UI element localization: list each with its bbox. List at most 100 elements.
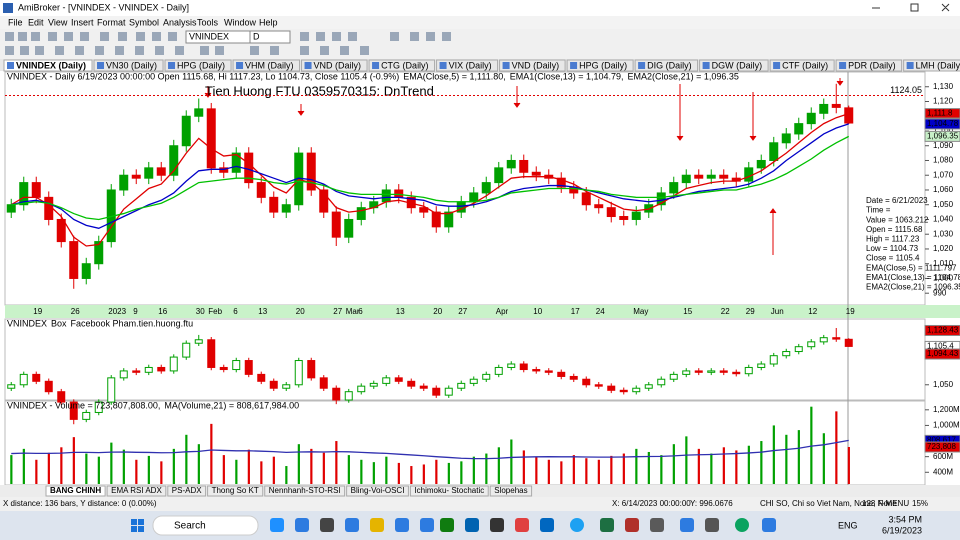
tab[interactable]	[903, 59, 960, 72]
candle-body	[44, 380, 53, 393]
menu-item[interactable]: Window	[224, 17, 257, 27]
tab[interactable]	[699, 59, 769, 72]
panel-header: Box	[51, 318, 67, 328]
tab[interactable]	[835, 59, 903, 72]
tab[interactable]	[368, 59, 436, 72]
sheet-label[interactable]: Slopehas	[494, 486, 527, 495]
candle-body	[694, 370, 703, 373]
menu-item[interactable]: Analysis	[163, 17, 197, 27]
tab-label[interactable]: PDR (Daily)	[848, 60, 896, 70]
tab-icon	[372, 62, 380, 69]
menu-item[interactable]: Edit	[28, 17, 44, 27]
sheet-tab[interactable]	[264, 485, 346, 497]
start-button[interactable]	[131, 519, 144, 532]
sheet-label[interactable]: Thong So KT	[212, 486, 259, 495]
volume-bar	[685, 436, 688, 484]
volume-bar	[335, 441, 338, 484]
tab-label[interactable]: DIG (Daily)	[647, 60, 692, 70]
tab[interactable]	[566, 59, 634, 72]
tab-label[interactable]: VNINDEX (Daily)	[16, 60, 86, 70]
menu-item[interactable]: File	[8, 17, 23, 27]
menu-item[interactable]: Format	[97, 17, 126, 27]
sheet-label[interactable]: BANG CHINH	[50, 486, 101, 495]
tab-icon	[97, 62, 105, 69]
menu-item[interactable]: Help	[259, 17, 278, 27]
tab-icon	[236, 62, 244, 69]
volume-bar	[185, 434, 188, 484]
ema-line	[11, 123, 849, 230]
toolbar-icons[interactable]	[5, 32, 451, 55]
tab-icon	[304, 62, 312, 69]
y-tick-label: 1,200M	[933, 405, 960, 414]
candle-body	[619, 216, 629, 220]
tab[interactable]	[164, 59, 232, 72]
candle-body	[69, 401, 78, 420]
menu-item[interactable]: Symbol	[129, 17, 159, 27]
window-controls[interactable]	[872, 3, 950, 12]
taskbar-icons[interactable]	[270, 518, 776, 532]
language: ENG	[838, 520, 858, 530]
tab[interactable]	[436, 59, 499, 72]
value-badge	[924, 324, 960, 336]
tab-label[interactable]: VND (Daily)	[512, 60, 560, 70]
sheet-label[interactable]: Bling-Voi-OSCI	[351, 486, 405, 495]
sheet-label[interactable]: Ichimoku- Stochatic	[414, 486, 484, 495]
tab-icon	[439, 62, 447, 69]
menu-item[interactable]: Tools	[197, 17, 219, 27]
tab-label[interactable]: VHM (Daily)	[245, 60, 294, 70]
tab-label[interactable]: VND (Daily)	[314, 60, 362, 70]
menu-item[interactable]: Insert	[71, 17, 94, 27]
sheet-label[interactable]: Nennhanh-STO-RSI	[269, 486, 341, 495]
tab-icon	[638, 62, 646, 69]
sheet-tab[interactable]	[167, 485, 207, 497]
sheet-tab[interactable]	[207, 485, 264, 497]
tab[interactable]	[93, 59, 164, 72]
tab[interactable]	[634, 59, 699, 72]
tab-label[interactable]: HPG (Daily)	[177, 60, 225, 70]
candle-body	[144, 366, 153, 373]
info-line: Open = 1115.68	[866, 225, 923, 234]
watermark: Tien Huong FTU 0359570315: DnTrend	[205, 83, 434, 98]
sheet-tab[interactable]	[346, 485, 409, 497]
volume-bar	[247, 449, 250, 484]
sheet-label[interactable]: PS-ADX	[172, 486, 202, 495]
tab-label[interactable]: HPG (Daily)	[579, 60, 627, 70]
sheet-label[interactable]: EMA RSI ADX	[111, 486, 162, 495]
tab-label[interactable]: VIX (Daily)	[449, 60, 492, 70]
candle-body	[469, 378, 478, 384]
sheet-tab[interactable]	[489, 485, 533, 497]
candle-body	[382, 377, 391, 384]
volume-bar	[660, 455, 663, 484]
interval-input[interactable]	[249, 30, 291, 44]
volume-bar	[647, 451, 650, 484]
x-tick-label: 19	[846, 307, 855, 316]
tab[interactable]	[301, 59, 368, 72]
volume-bar	[672, 444, 675, 484]
panel-header: Facebook Pham.tien.huong.ftu	[71, 318, 194, 328]
tab-label[interactable]: CTG (Daily)	[381, 60, 429, 70]
candle-body	[844, 107, 854, 124]
tab-label[interactable]: DGW (Daily)	[712, 60, 763, 70]
status-text: Y: 996.0676	[690, 499, 733, 508]
tab-label[interactable]: VN30 (Daily)	[106, 60, 157, 70]
volume-bar	[10, 455, 13, 484]
clock-time: 3:54 PM	[888, 514, 922, 524]
candle-body	[481, 182, 491, 194]
search-box[interactable]	[152, 515, 259, 536]
tab[interactable]	[769, 59, 835, 72]
candle-body	[732, 371, 741, 375]
tab[interactable]	[232, 59, 301, 72]
tab-label[interactable]: CTF (Daily)	[782, 60, 828, 70]
sheet-tab[interactable]	[45, 485, 106, 497]
candle-body	[831, 103, 841, 108]
candle-body	[357, 385, 366, 393]
volume-bar	[397, 462, 400, 484]
tab[interactable]	[3, 59, 93, 72]
candle-body	[307, 360, 316, 379]
tab-label[interactable]: LMH (Daily)	[916, 60, 960, 70]
menu-item[interactable]: View	[48, 17, 68, 27]
tab[interactable]	[499, 59, 566, 72]
sheet-tab[interactable]	[106, 485, 167, 497]
sheet-tab[interactable]	[409, 485, 489, 497]
panel-header: MA(Volume,21) = 808,617,984.00	[164, 400, 299, 410]
